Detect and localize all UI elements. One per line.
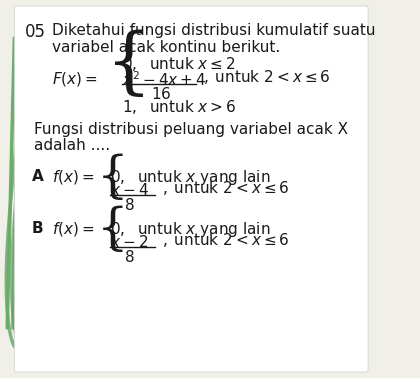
Text: {: { [106,30,152,100]
Text: adalah ....: adalah .... [34,138,110,153]
Text: $8$: $8$ [124,249,134,265]
FancyBboxPatch shape [14,6,368,372]
Text: $x - 4$: $x - 4$ [110,182,148,198]
Text: $1,$  untuk $x > 6$: $1,$ untuk $x > 6$ [122,98,236,116]
Text: $0,$  untuk $x \leq 2$: $0,$ untuk $x \leq 2$ [122,55,236,73]
Text: $\mathbf{A}$: $\mathbf{A}$ [32,168,45,184]
Text: $F(x) =$: $F(x) =$ [52,70,98,88]
Text: $\mathbf{B}$: $\mathbf{B}$ [32,220,44,236]
Text: $8$: $8$ [124,197,134,213]
Text: $f(x) =$: $f(x) =$ [52,220,94,238]
Text: $,\;$untuk $2 < x \leq 6$: $,\;$untuk $2 < x \leq 6$ [162,231,289,249]
Text: $0,$  untuk $x$ yang lain: $0,$ untuk $x$ yang lain [110,168,270,187]
Text: Diketahui fungsi distribusi kumulatif suatu: Diketahui fungsi distribusi kumulatif su… [52,23,375,38]
Text: $x - 2$: $x - 2$ [110,234,148,250]
Text: Fungsi distribusi peluang variabel acak X: Fungsi distribusi peluang variabel acak … [34,122,348,137]
Text: $,\;$untuk $2 < x \leq 6$: $,\;$untuk $2 < x \leq 6$ [203,68,331,86]
Text: $0,$  untuk $x$ yang lain: $0,$ untuk $x$ yang lain [110,220,270,239]
Text: {: { [97,153,129,203]
Text: $,\;$untuk $2 < x \leq 6$: $,\;$untuk $2 < x \leq 6$ [162,179,289,197]
Text: variabel acak kontinu berikut.: variabel acak kontinu berikut. [52,40,280,55]
Text: $f(x) =$: $f(x) =$ [52,168,94,186]
Text: 05: 05 [25,23,46,41]
Text: $16$: $16$ [151,86,171,102]
Text: {: { [97,205,129,255]
Text: $x^2 - 4x + 4$: $x^2 - 4x + 4$ [122,70,207,89]
